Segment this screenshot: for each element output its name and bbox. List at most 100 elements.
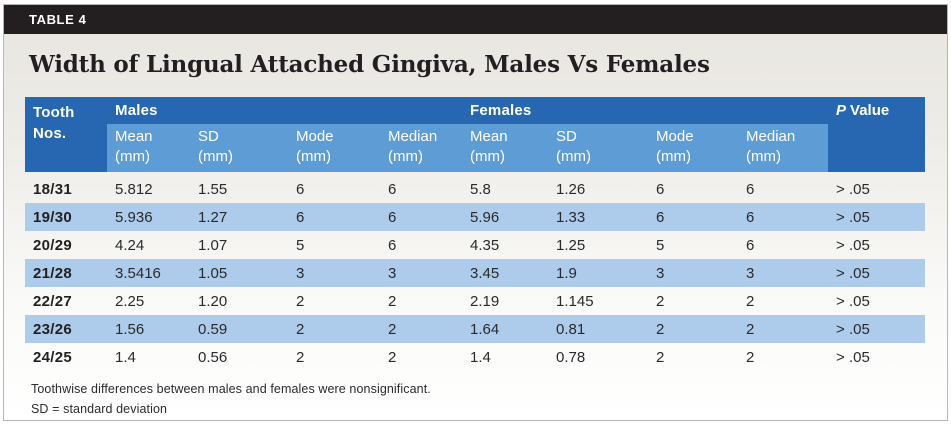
cell: 2.19 xyxy=(470,292,500,310)
cell: 1.07 xyxy=(198,236,228,254)
cell: 3 xyxy=(380,259,463,287)
table-row: 18/31 5.812 1.55 6 6 5.8 1.26 6 6 > .05 xyxy=(25,175,925,203)
cell: 3 xyxy=(288,259,380,287)
footnotes: Toothwise differences between males and … xyxy=(31,379,947,419)
group-header-row: Tooth Nos. Males Females P Value xyxy=(25,97,926,172)
cell: 6 xyxy=(738,203,829,231)
tooth-cell: 18/31 xyxy=(33,180,73,198)
table-row: 22/27 2.25 1.20 2 2 2.19 1.145 2 2 > .05 xyxy=(25,287,925,315)
column-header-males-sd: SD (mm) xyxy=(190,124,288,172)
footnote-significance: Toothwise differences between males and … xyxy=(31,382,431,396)
cell: 6 xyxy=(288,203,380,231)
cell: 2 xyxy=(288,315,380,343)
column-header-females-mean: Mean (mm) xyxy=(462,124,549,172)
column-header-p-value: P Value xyxy=(828,97,926,172)
cell: 2 xyxy=(738,315,829,343)
table-row: 20/29 4.24 1.07 5 6 4.35 1.25 5 6 > .05 xyxy=(25,231,925,259)
cell: 5.8 xyxy=(470,180,491,198)
column-header-males-mode: Mode (mm) xyxy=(288,124,380,172)
table-tag-bar: TABLE 4 xyxy=(4,5,947,34)
cell: 1.4 xyxy=(470,348,491,366)
cell: 6 xyxy=(388,236,397,254)
cell: 1.27 xyxy=(190,203,288,231)
tooth-cell: 23/26 xyxy=(25,315,107,343)
cell: 6 xyxy=(648,203,739,231)
cell: 2 xyxy=(656,348,665,366)
cell: 2 xyxy=(380,315,463,343)
sub-header-row: Mean (mm) SD (mm) Mode (mm) Median (mm) Mean… xyxy=(25,124,925,172)
cell: 6 xyxy=(380,203,463,231)
cell: 5.936 xyxy=(107,203,190,231)
cell: 0.78 xyxy=(556,348,586,366)
tooth-cell: 19/30 xyxy=(25,203,107,231)
table-row: 23/26 1.56 0.59 2 2 1.64 0.81 2 2 > .05 xyxy=(25,315,926,343)
table-row: 21/28 3.5416 1.05 3 3 3.45 1.9 3 3 > .05 xyxy=(25,259,926,287)
footnote-sd-definition: SD = standard deviation xyxy=(31,402,168,416)
cell: 2 xyxy=(746,292,755,310)
p-value-cell: > .05 xyxy=(828,315,926,343)
cell: 1.05 xyxy=(190,259,288,287)
cell: 0.59 xyxy=(190,315,288,343)
cell: 2 xyxy=(388,292,397,310)
cell: 4.24 xyxy=(115,236,145,254)
column-header-tooth-nos: Tooth Nos. xyxy=(25,97,107,172)
p-value-cell: > .05 xyxy=(836,348,870,366)
p-value-cell: > .05 xyxy=(828,203,926,231)
cell: 0.81 xyxy=(548,315,649,343)
table-title: Width of Lingual Attached Gingiva, Males… xyxy=(29,51,710,78)
cell: 6 xyxy=(746,180,755,198)
column-header-females-mode: Mode (mm) xyxy=(648,124,739,172)
tooth-cell: 24/25 xyxy=(33,348,73,366)
column-header-males-median: Median (mm) xyxy=(380,124,463,172)
cell: 1.55 xyxy=(198,180,228,198)
cell: 1.33 xyxy=(548,203,649,231)
data-table: Tooth Nos. Males Females P Value Mean (mm)… xyxy=(25,97,926,371)
p-rest: Value xyxy=(850,102,890,119)
cell: 2.25 xyxy=(115,292,145,310)
cell: 3 xyxy=(738,259,829,287)
cell: 0.56 xyxy=(198,348,228,366)
cell: 2 xyxy=(296,348,305,366)
cell: 6 xyxy=(656,180,665,198)
table-card: TABLE 4 Width of Lingual Attached Gingiv… xyxy=(3,4,948,421)
cell: 1.56 xyxy=(107,315,190,343)
cell: 1.25 xyxy=(556,236,586,254)
table-tag: TABLE 4 xyxy=(29,12,87,27)
cell: 6 xyxy=(296,180,305,198)
cell: 2 xyxy=(746,348,755,366)
cell: 4.35 xyxy=(470,236,500,254)
cell: 1.9 xyxy=(548,259,649,287)
p-value-cell: > .05 xyxy=(836,236,870,254)
cell: 3 xyxy=(648,259,739,287)
p-italic: P xyxy=(836,102,847,119)
cell: 2 xyxy=(296,292,305,310)
cell: 5.812 xyxy=(115,180,153,198)
column-header-females-median: Median (mm) xyxy=(738,124,829,172)
cell: 5 xyxy=(296,236,305,254)
tooth-cell: 21/28 xyxy=(25,259,107,287)
cell: 5 xyxy=(656,236,665,254)
group-header-females: Females xyxy=(462,97,829,124)
p-value-cell: > .05 xyxy=(836,180,870,198)
cell: 2 xyxy=(388,348,397,366)
cell: 2 xyxy=(648,315,739,343)
cell: 1.26 xyxy=(556,180,586,198)
table-row: 24/25 1.4 0.56 2 2 1.4 0.78 2 2 > .05 xyxy=(25,343,925,371)
cell: 6 xyxy=(388,180,397,198)
tooth-cell: 20/29 xyxy=(33,236,73,254)
cell: 5.96 xyxy=(462,203,549,231)
column-header-females-sd: SD (mm) xyxy=(548,124,649,172)
cell: 6 xyxy=(746,236,755,254)
table-row: 19/30 5.936 1.27 6 6 5.96 1.33 6 6 > .05 xyxy=(25,203,926,231)
column-header-males-mean: Mean (mm) xyxy=(107,124,190,172)
cell: 1.20 xyxy=(198,292,228,310)
cell: 1.64 xyxy=(462,315,549,343)
cell: 3.5416 xyxy=(107,259,190,287)
cell: 2 xyxy=(656,292,665,310)
cell: 3.45 xyxy=(462,259,549,287)
p-value-cell: > .05 xyxy=(828,259,926,287)
p-value-cell: > .05 xyxy=(836,292,870,310)
cell: 1.145 xyxy=(556,292,594,310)
cell: 1.4 xyxy=(115,348,136,366)
group-header-males: Males xyxy=(107,97,463,124)
